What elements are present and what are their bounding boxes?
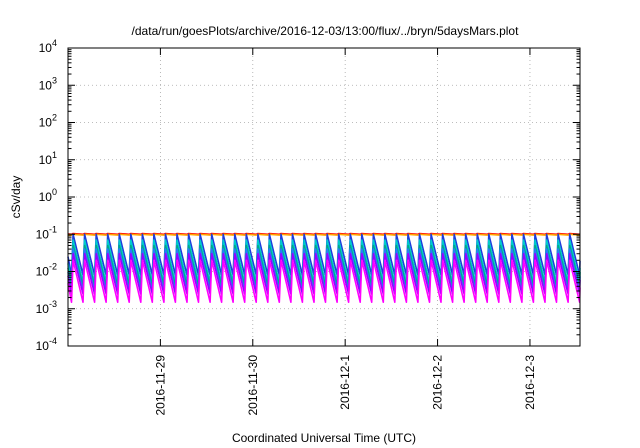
y-tick-label: 10-4: [36, 336, 57, 353]
x-axis-label: Coordinated Universal Time (UTC): [232, 431, 416, 445]
y-tick-label: 103: [39, 75, 57, 92]
x-axis: 2016-11-29 2016-11-30 2016-12-1 2016-12-2 20…: [153, 48, 537, 416]
series-line: [67, 233, 581, 236]
series-group: [67, 232, 581, 303]
y-tick-label: 101: [39, 150, 57, 167]
x-tick-label: 2016-12-1: [338, 355, 352, 410]
y-tick-label: 102: [39, 113, 57, 130]
y-tick-label: 10-1: [36, 224, 57, 241]
y-tick-label: 104: [39, 38, 57, 55]
x-tick-label: 2016-11-30: [246, 355, 260, 416]
y-axis-label: cSv/day: [9, 176, 23, 219]
grid-lines: [68, 48, 580, 346]
x-tick-label: 2016-11-29: [153, 355, 167, 416]
chart-title: /data/run/goesPlots/archive/2016-12-03/1…: [132, 24, 520, 38]
y-tick-label: 10-3: [36, 299, 57, 316]
y-tick-label: 100: [39, 187, 57, 204]
series-line: [67, 259, 581, 303]
y-axis: 10-4 10-3 10-2 10-1 100 101 102 103 104: [36, 38, 580, 353]
x-tick-label: 2016-12-3: [523, 355, 537, 410]
y-tick-label: 10-2: [36, 262, 57, 279]
x-tick-label: 2016-12-2: [431, 355, 445, 410]
